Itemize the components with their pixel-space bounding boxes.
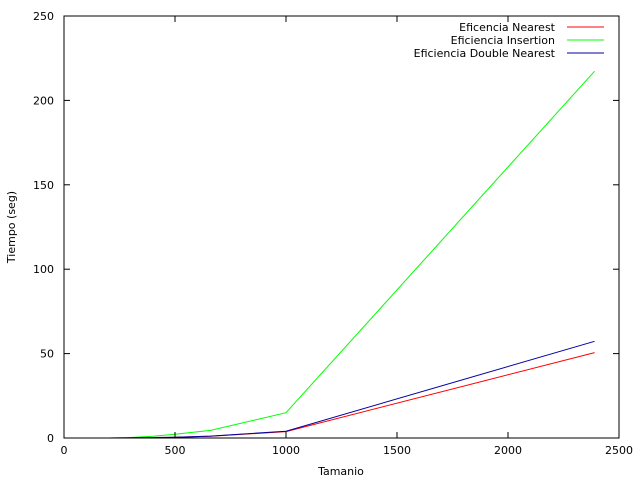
x-tick-label: 2500	[605, 444, 633, 457]
y-tick-label: 50	[40, 348, 54, 361]
y-tick-label: 200	[33, 94, 54, 107]
x-tick-label: 0	[61, 444, 68, 457]
tick-labels: 0 500 1000 1500 2000 2500 0 50 100 150 200 250	[33, 10, 633, 457]
y-tick-label: 150	[33, 179, 54, 192]
axis-ticks	[63, 15, 620, 439]
x-tick-label: 500	[165, 444, 186, 457]
x-tick-label: 1500	[383, 444, 411, 457]
y-tick-label: 250	[33, 10, 54, 23]
x-tick-label: 1000	[272, 444, 300, 457]
legend-label: Eficencia Nearest	[459, 21, 556, 34]
x-axis-label: Tamanio	[317, 465, 364, 478]
y-tick-label: 0	[47, 432, 54, 445]
legend-label: Eficiencia Double Nearest	[414, 47, 556, 60]
x-tick-label: 2000	[494, 444, 522, 457]
y-tick-label: 100	[33, 263, 54, 276]
plot-frame	[63, 15, 620, 439]
y-axis-label: Tiempo (seg)	[5, 191, 18, 264]
legend-label: Eficiencia Insertion	[451, 34, 555, 47]
